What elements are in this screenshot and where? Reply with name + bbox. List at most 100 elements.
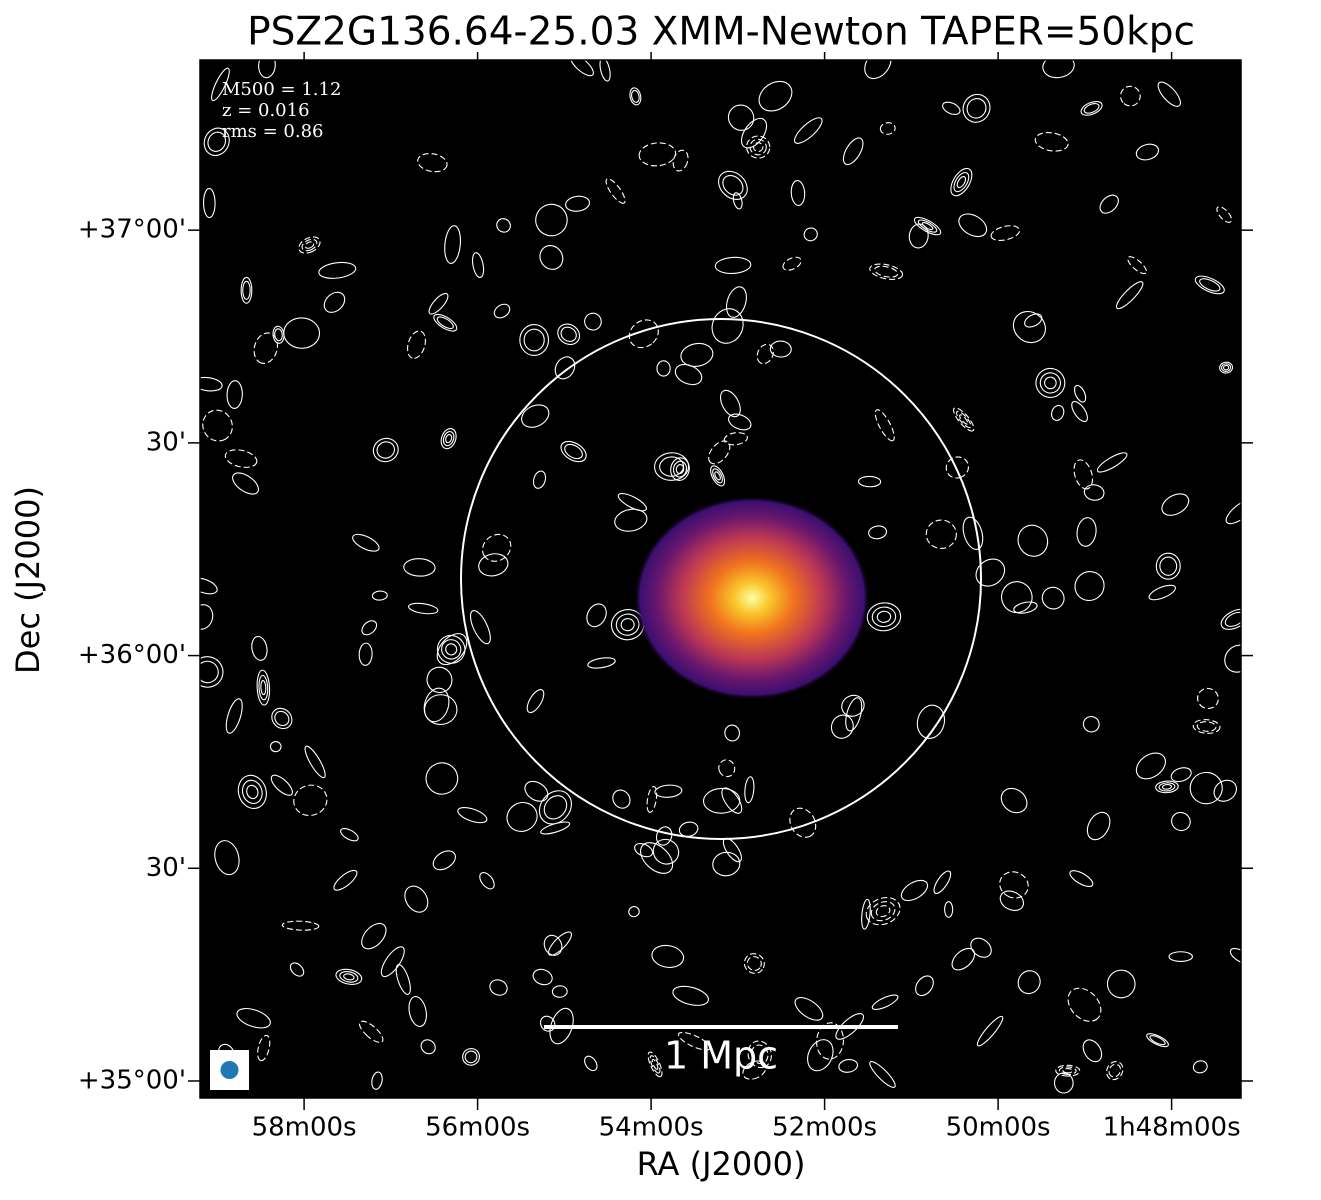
contour [479,872,495,890]
contour [634,842,654,858]
contour [953,171,970,193]
contour [1034,132,1069,152]
contour [436,634,466,664]
contour [1017,970,1041,995]
beam [220,1061,239,1079]
contour [653,452,690,481]
contour [933,870,952,895]
contour [654,784,683,798]
contour [240,276,253,304]
contour [656,360,671,377]
contour [281,920,320,931]
contour [782,256,802,271]
contour [966,98,987,119]
contour [962,93,991,123]
contour [718,170,748,200]
contour [1017,524,1049,557]
contour [289,962,305,977]
contour [539,245,564,270]
contour [519,324,550,356]
contour [420,1039,436,1055]
contour [617,493,647,512]
contour [202,187,216,219]
contour [1062,1067,1074,1074]
contour [436,633,468,666]
contour [258,60,276,79]
contour [1148,584,1176,601]
contour [672,985,709,1006]
contour [565,195,591,212]
contour [1219,361,1234,374]
contour [1170,767,1192,783]
contour [710,465,726,487]
contour [1196,721,1217,732]
contour [200,376,223,392]
contour [999,871,1029,899]
contour [271,707,293,730]
contour [584,1055,598,1072]
contour [202,409,233,442]
contour [990,225,1021,241]
contour [1146,1033,1169,1048]
contour [1080,100,1103,116]
contour [1058,1066,1077,1076]
contour [237,774,267,809]
contour [535,203,568,237]
contour [358,642,373,666]
contour [750,1044,769,1065]
contour-layer [200,60,1241,1094]
contour [560,326,577,342]
contour [794,997,824,1021]
contour [741,117,768,149]
contour [1001,581,1033,614]
contour [1229,947,1241,964]
contour [956,176,967,189]
contour [1192,719,1221,734]
contour [423,687,450,723]
contour [1224,611,1241,627]
x-tick-label: 58m00s [252,1113,357,1143]
contour [1155,780,1179,794]
contour [816,1022,845,1060]
contour [842,137,864,166]
y-tick-label: +36°00' [78,640,186,670]
contour [496,218,511,233]
contour [631,89,640,103]
contour [732,192,743,210]
contour [1149,1035,1166,1046]
contour [655,826,673,846]
contour [242,280,251,300]
contour [1192,1060,1208,1074]
contour [298,236,321,254]
contour [1041,586,1065,610]
contour [543,934,563,956]
contour [236,1007,271,1029]
contour [962,516,984,550]
contour [207,131,227,152]
contour [724,724,741,742]
contour [1042,60,1075,79]
contour [742,1060,767,1080]
contour [1171,811,1191,832]
contour [874,265,899,278]
contour [702,787,741,814]
contour [1216,206,1233,223]
contour [586,603,607,628]
contour [428,292,449,315]
contour [283,317,321,349]
y-tick-label: 30' [146,853,186,883]
contour [871,606,897,628]
contour [1074,571,1105,602]
contour [743,953,765,974]
contour [1053,1072,1074,1094]
contour [793,117,823,144]
contour [200,577,218,595]
contour [1135,752,1166,780]
contour [680,342,714,367]
contour [1197,687,1219,710]
contour [976,1015,1004,1047]
contour [953,407,975,432]
contour [408,995,427,1027]
contour [224,449,258,468]
contour [464,1050,478,1064]
